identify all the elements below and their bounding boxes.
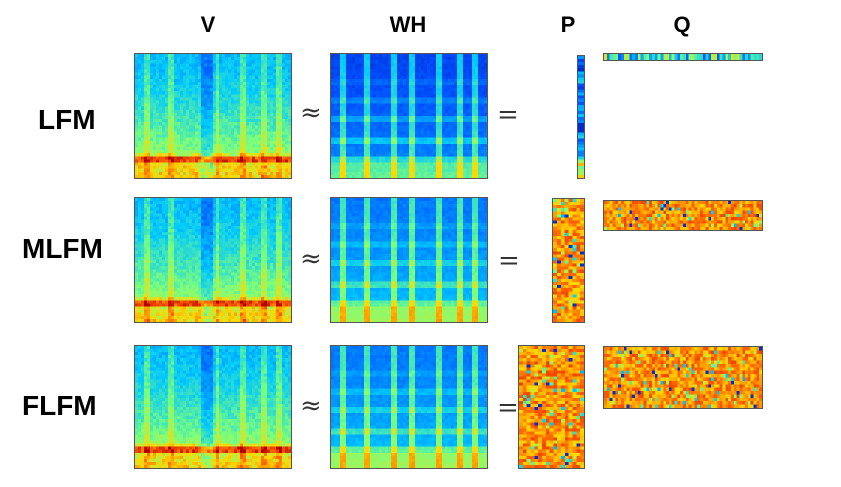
spectrogram-v-flfm: [134, 345, 292, 469]
equals-symbol-lfm: =: [497, 100, 519, 130]
header-v: V: [200, 12, 216, 37]
matrix-q-flfm: [603, 346, 763, 409]
matrix-q-mlfm: [603, 200, 763, 231]
matrix-p-flfm: [518, 345, 585, 469]
row-label-flfm: FLFM: [22, 390, 97, 421]
spectrogram-wh-flfm: [330, 345, 488, 469]
header-q: Q: [673, 12, 691, 37]
spectrogram-wh-lfm: [330, 53, 488, 179]
matrix-p-mlfm: [552, 198, 585, 323]
row-label-lfm: LFM: [38, 104, 96, 135]
approx-symbol-mlfm: ≈: [300, 244, 322, 274]
equals-symbol-mlfm: =: [498, 246, 520, 276]
header-wh: WH: [389, 12, 427, 37]
spectrogram-wh-mlfm: [330, 197, 488, 323]
equals-symbol-flfm: =: [497, 393, 519, 423]
spectrogram-v-lfm: [134, 53, 292, 179]
matrix-p-lfm: [577, 55, 585, 179]
matrix-q-lfm: [603, 53, 763, 61]
spectrogram-v-mlfm: [134, 197, 292, 323]
approx-symbol-flfm: ≈: [300, 391, 322, 421]
approx-symbol-lfm: ≈: [300, 98, 322, 128]
row-label-mlfm: MLFM: [22, 233, 103, 264]
header-p: P: [560, 12, 576, 37]
